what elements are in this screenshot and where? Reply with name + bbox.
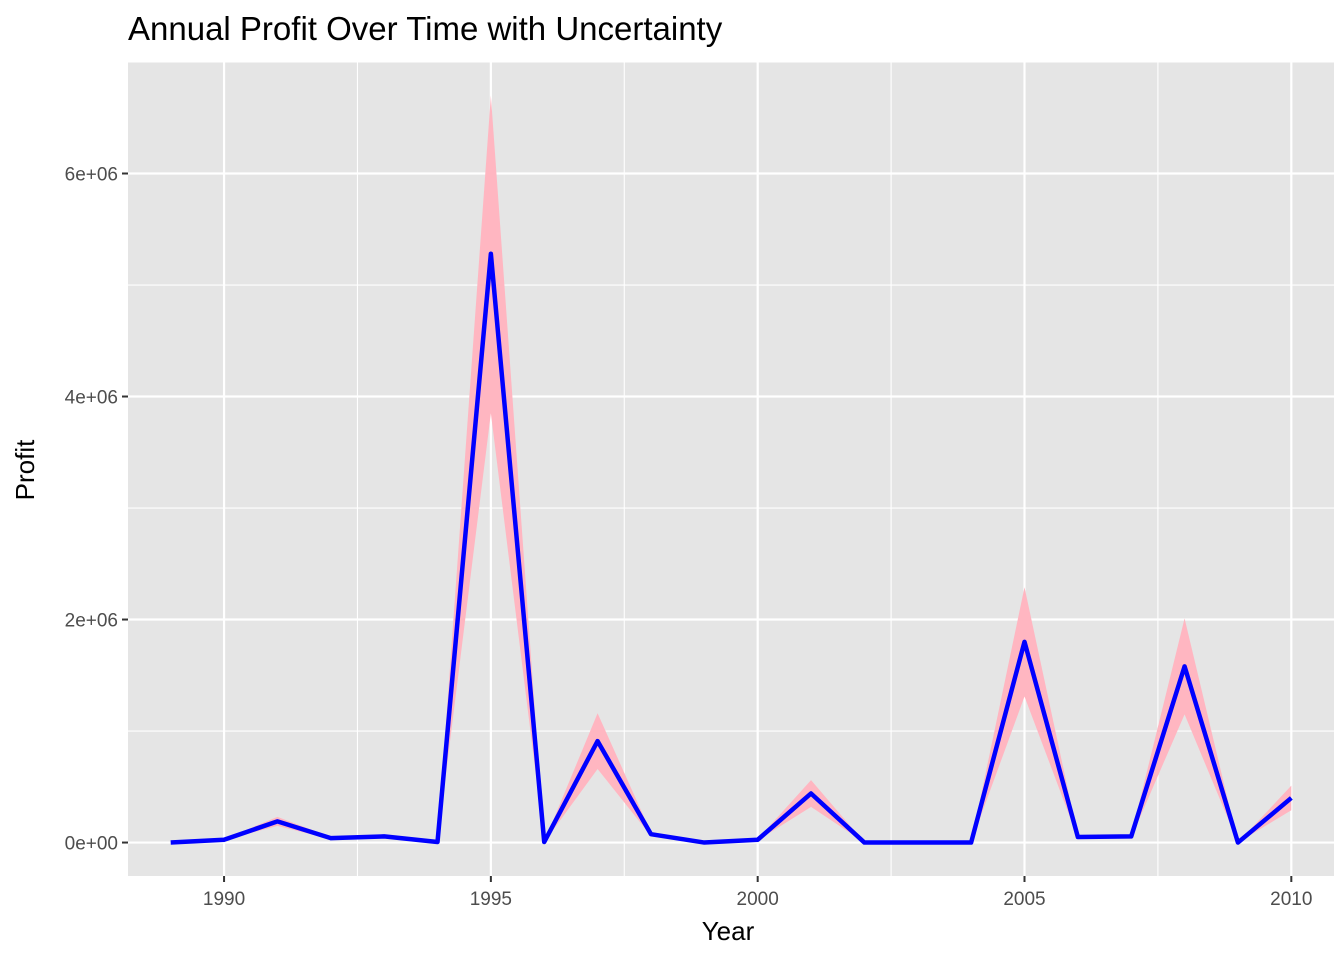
profit-line-layer: [170, 251, 1293, 845]
y-axis-title: Profit: [10, 439, 40, 500]
uncertainty-ribbon: [170, 95, 1292, 843]
uncertainty-ribbon-layer: [170, 95, 1292, 843]
chart-title: Annual Profit Over Time with Uncertainty: [128, 10, 723, 47]
x-tick-label: 2010: [1270, 889, 1312, 910]
x-axis-title: Year: [702, 916, 755, 946]
x-tick-label: 2005: [1003, 889, 1045, 910]
plot-panel: [128, 62, 1334, 876]
y-tick-label: 2e+06: [65, 611, 118, 632]
y-tick-label: 6e+06: [65, 165, 118, 186]
profit-line: [170, 251, 1293, 845]
minor-gridlines: [128, 61, 1334, 876]
x-tick-label: 1995: [470, 889, 512, 910]
x-tick-label: 1990: [203, 889, 245, 910]
y-tick-label: 4e+06: [65, 388, 118, 409]
x-axis: 1990 1995 2000 2005 2010: [203, 876, 1312, 910]
y-tick-label: 0e+00: [65, 834, 118, 855]
x-tick-label: 2000: [737, 889, 779, 910]
y-axis: 0e+00 2e+06 4e+06 6e+06: [65, 165, 128, 855]
